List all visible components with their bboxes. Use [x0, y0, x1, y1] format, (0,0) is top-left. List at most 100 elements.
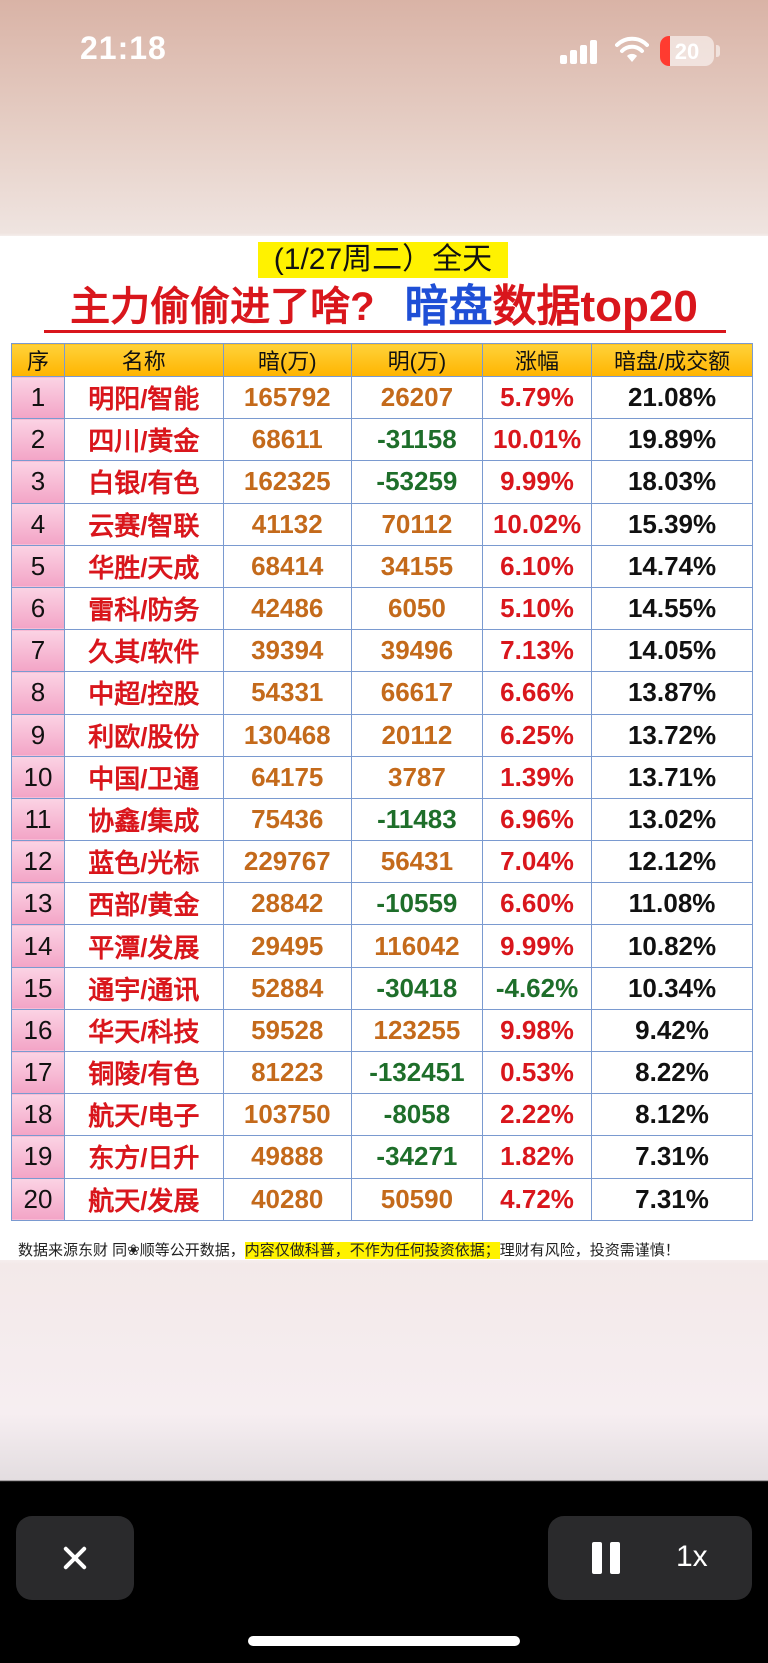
row-index: 15 — [11, 966, 65, 1010]
stock-name: 白银/有色 — [63, 460, 224, 504]
row-index: 6 — [11, 586, 65, 631]
dark-amount: 40280 — [222, 1177, 352, 1221]
light-amount: 3787 — [350, 755, 484, 799]
table-header-row: 序 名称 暗(万) 明(万) 涨幅 暗盘/成交额 — [11, 343, 753, 377]
table-row: 19 东方/日升 49888 -34271 1.82% 7.31% — [11, 1135, 753, 1179]
stock-name: 利欧/股份 — [63, 713, 224, 757]
stock-name: 久其/软件 — [63, 629, 224, 673]
col-header-dark: 暗(万) — [222, 343, 352, 377]
light-amount: 116042 — [350, 924, 484, 968]
dark-amount: 29495 — [222, 924, 352, 968]
content-image: (1/27周二）全天 主力偷偷进了啥? 暗盘数据top20 序 名称 暗(万) 明… — [0, 236, 768, 1260]
speed-button[interactable]: 1x — [676, 1540, 708, 1573]
light-amount: 39496 — [350, 629, 484, 673]
col-header-name: 名称 — [63, 343, 224, 377]
row-index: 5 — [11, 544, 65, 588]
row-index: 4 — [11, 502, 65, 546]
stock-name: 西部/黄金 — [63, 882, 224, 926]
stock-name: 铜陵/有色 — [63, 1050, 224, 1095]
row-index: 14 — [11, 924, 65, 968]
home-indicator[interactable] — [248, 1636, 520, 1646]
table-row: 15 通宇/通讯 52884 -30418 -4.62% 10.34% — [11, 966, 753, 1010]
dark-amount: 81223 — [222, 1050, 352, 1095]
disclaimer: 数据来源东财 同❀顺等公开数据，内容仅做科普，不作为任何投资依据；理财有风险，投… — [18, 1239, 758, 1260]
headline-suffix: 数据top20 — [492, 282, 698, 331]
row-index: 11 — [11, 797, 65, 842]
price-change: 4.72% — [482, 1177, 593, 1221]
battery-icon: 20 — [660, 36, 714, 66]
close-button[interactable] — [16, 1516, 134, 1600]
playback-bar: 1x — [0, 1500, 768, 1663]
dark-amount: 103750 — [222, 1093, 352, 1137]
row-index: 20 — [11, 1177, 65, 1221]
battery-level: 20 — [674, 39, 700, 64]
dark-ratio: 14.74% — [591, 544, 753, 588]
price-change: -4.62% — [482, 966, 593, 1010]
stock-name: 中国/卫通 — [63, 755, 224, 799]
price-change: 6.66% — [482, 671, 593, 715]
dark-amount: 130468 — [222, 713, 352, 757]
col-header-change: 涨幅 — [482, 343, 593, 377]
dark-amount: 68611 — [222, 418, 352, 462]
dark-amount: 42486 — [222, 586, 352, 631]
dark-ratio: 10.82% — [591, 924, 753, 968]
light-amount: 20112 — [350, 713, 484, 757]
row-index: 17 — [11, 1050, 65, 1095]
stock-name: 四川/黄金 — [63, 418, 224, 462]
row-index: 3 — [11, 460, 65, 504]
row-index: 1 — [11, 375, 65, 420]
dark-ratio: 13.72% — [591, 713, 753, 757]
row-index: 9 — [11, 713, 65, 757]
dark-amount: 28842 — [222, 882, 352, 926]
light-amount: -53259 — [350, 460, 484, 504]
price-change: 7.04% — [482, 840, 593, 884]
dark-ratio: 21.08% — [591, 375, 753, 420]
battery-cap — [716, 45, 720, 57]
table-row: 14 平潭/发展 29495 116042 9.99% 10.82% — [11, 924, 753, 968]
pause-button[interactable] — [592, 1542, 622, 1574]
disclaimer-risk: 理财有风险，投资需谨慎！ — [499, 1242, 680, 1259]
dark-amount: 75436 — [222, 797, 352, 842]
dark-ratio: 14.05% — [591, 629, 753, 673]
table-row: 10 中国/卫通 64175 3787 1.39% 13.71% — [11, 755, 753, 799]
dark-ratio: 8.22% — [591, 1050, 753, 1095]
light-amount: 66617 — [350, 671, 484, 715]
table-row: 9 利欧/股份 130468 20112 6.25% 13.72% — [11, 713, 753, 757]
light-amount: 26207 — [350, 375, 484, 420]
stock-name: 航天/发展 — [63, 1177, 224, 1221]
stock-name: 明阳/智能 — [63, 375, 224, 420]
price-change: 7.13% — [482, 629, 593, 673]
dark-amount: 68414 — [222, 544, 352, 588]
light-amount: -31158 — [350, 418, 484, 462]
row-index: 12 — [11, 840, 65, 884]
light-amount: -8058 — [350, 1093, 484, 1137]
table-row: 1 明阳/智能 165792 26207 5.79% 21.08% — [11, 375, 753, 420]
light-amount: 123255 — [350, 1008, 484, 1053]
dark-ratio: 15.39% — [591, 502, 753, 546]
price-change: 0.53% — [482, 1050, 593, 1095]
stock-name: 通宇/通讯 — [63, 966, 224, 1010]
price-change: 6.96% — [482, 797, 593, 842]
wifi-icon — [615, 36, 649, 62]
stock-name: 协鑫/集成 — [63, 797, 224, 842]
stock-name: 云赛/智联 — [63, 502, 224, 546]
row-index: 10 — [11, 755, 65, 799]
table-row: 20 航天/发展 40280 50590 4.72% 7.31% — [11, 1177, 753, 1221]
dark-ratio: 10.34% — [591, 966, 753, 1010]
light-amount: -10559 — [350, 882, 484, 926]
stock-name: 蓝色/光标 — [63, 840, 224, 884]
dark-amount: 162325 — [222, 460, 352, 504]
disclaimer-highlight: 内容仅做科普，不作为任何投资依据； — [244, 1242, 500, 1259]
price-change: 6.10% — [482, 544, 593, 588]
row-index: 19 — [11, 1135, 65, 1179]
table-row: 11 协鑫/集成 75436 -11483 6.96% 13.02% — [11, 797, 753, 842]
table-row: 8 中超/控股 54331 66617 6.66% 13.87% — [11, 671, 753, 715]
light-amount: 70112 — [350, 502, 484, 546]
table-row: 16 华天/科技 59528 123255 9.98% 9.42% — [11, 1008, 753, 1053]
dark-amount: 49888 — [222, 1135, 352, 1179]
dark-ratio: 14.55% — [591, 586, 753, 631]
table-row: 12 蓝色/光标 229767 56431 7.04% 12.12% — [11, 840, 753, 884]
dark-amount: 39394 — [222, 629, 352, 673]
col-header-index: 序 — [11, 343, 65, 377]
dark-ratio: 12.12% — [591, 840, 753, 884]
